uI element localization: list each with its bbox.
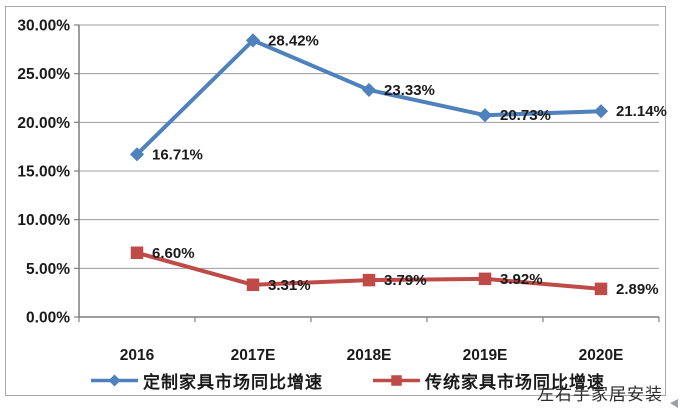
svg-text:6.60%: 6.60% — [152, 245, 195, 262]
svg-text:2016: 2016 — [120, 347, 155, 364]
svg-text:21.14%: 21.14% — [616, 103, 667, 120]
legend: 定制家具市场同比增速 传统家具市场同比增速 — [91, 367, 605, 393]
svg-text:30.00%: 30.00% — [17, 18, 70, 35]
legend-item-traditional-furniture: 传统家具市场同比增速 — [373, 368, 605, 393]
svg-text:2.89%: 2.89% — [616, 281, 659, 298]
svg-text:3.79%: 3.79% — [384, 272, 427, 289]
chart-frame — [5, 6, 666, 396]
svg-text:3.92%: 3.92% — [500, 271, 543, 288]
svg-text:2019E: 2019E — [463, 347, 508, 364]
svg-text:2017E: 2017E — [231, 347, 276, 364]
svg-text:2018E: 2018E — [347, 347, 392, 364]
svg-text:28.42%: 28.42% — [268, 32, 319, 49]
svg-text:16.71%: 16.71% — [152, 146, 203, 163]
svg-text:10.00%: 10.00% — [17, 212, 70, 229]
svg-text:5.00%: 5.00% — [26, 261, 70, 278]
line-square-marker-icon — [373, 374, 420, 386]
legend-label-custom-furniture: 定制家具市场同比增速 — [143, 372, 323, 392]
watermark-text: 左右手家居安装 — [537, 385, 663, 404]
svg-text:0.00%: 0.00% — [26, 310, 70, 327]
line-diamond-marker-icon — [91, 373, 138, 387]
legend-label-traditional-furniture: 传统家具市场同比增速 — [425, 372, 605, 392]
svg-text:20.00%: 20.00% — [17, 115, 70, 132]
svg-text:20.73%: 20.73% — [500, 107, 551, 124]
svg-text:15.00%: 15.00% — [17, 164, 70, 181]
cursor-artifact-icon — [670, 399, 678, 408]
svg-text:23.33%: 23.33% — [384, 82, 435, 99]
svg-text:25.00%: 25.00% — [17, 66, 70, 83]
svg-text:3.31%: 3.31% — [268, 277, 311, 294]
svg-text:2020E: 2020E — [579, 347, 624, 364]
legend-item-custom-furniture: 定制家具市场同比增速 — [91, 368, 323, 393]
